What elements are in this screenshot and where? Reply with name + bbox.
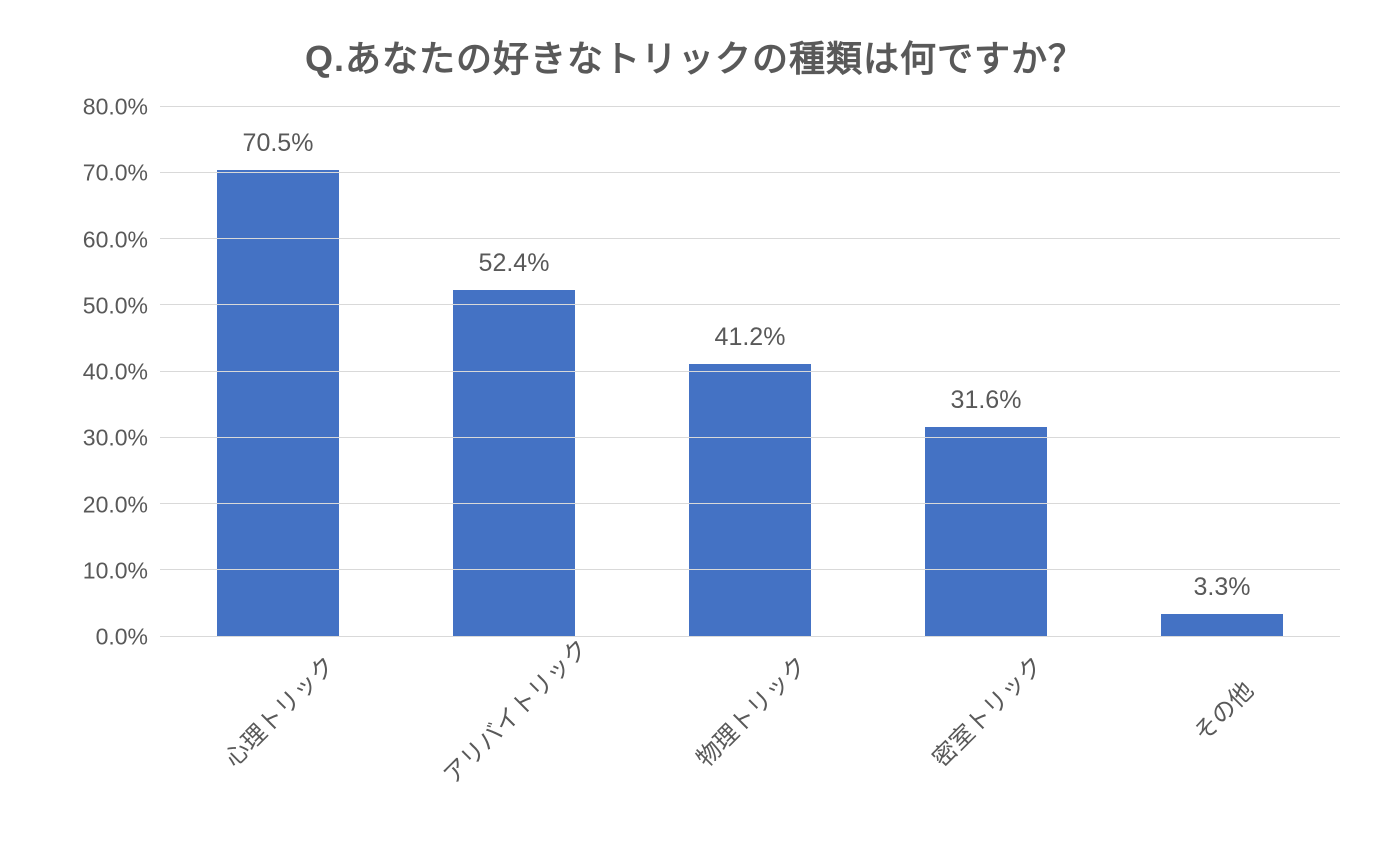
x-label-wrap: 心理トリック xyxy=(160,657,396,832)
bar-chart: Q.あなたの好きなトリックの種類は何ですか？ 0.0% 10.0% 20.0% 30.… xyxy=(50,30,1340,811)
x-axis-row: 心理トリックアリバイトリック物理トリック密室トリック その他 xyxy=(50,637,1340,832)
bar xyxy=(689,364,812,636)
x-label-wrap: アリバイトリック xyxy=(396,657,632,832)
bar xyxy=(925,427,1048,636)
chart-title: Q.あなたの好きなトリックの種類は何ですか？ xyxy=(50,30,1340,82)
y-tick-label: 10.0% xyxy=(83,557,148,584)
gridline xyxy=(160,238,1340,239)
y-tick-label: 40.0% xyxy=(83,359,148,386)
bar-value-label: 41.2% xyxy=(715,323,786,352)
bar xyxy=(1161,614,1284,636)
bars-container: 70.5% 52.4% 41.2% 31.6% 3.3% xyxy=(160,107,1340,636)
x-label-wrap: 密室トリック xyxy=(868,657,1104,832)
bar xyxy=(217,170,340,636)
plot-row: 0.0%10.0%20.0%30.0%40.0%50.0%60.0%70.0%8… xyxy=(50,107,1340,637)
bar-group: 52.4% xyxy=(396,107,632,636)
bar-group: 41.2% xyxy=(632,107,868,636)
y-tick-label: 20.0% xyxy=(83,491,148,518)
bar-group: 3.3% xyxy=(1104,107,1340,636)
x-category-label: 物理トリック xyxy=(687,647,814,774)
y-tick-label: 50.0% xyxy=(83,292,148,319)
gridline xyxy=(160,437,1340,438)
bar-value-label: 3.3% xyxy=(1194,573,1251,602)
bar-value-label: 52.4% xyxy=(479,249,550,278)
gridline xyxy=(160,503,1340,504)
y-tick-label: 80.0% xyxy=(83,94,148,121)
x-category-label: アリバイトリック xyxy=(434,630,595,791)
bar xyxy=(453,290,576,636)
chart-body: 0.0%10.0%20.0%30.0%40.0%50.0%60.0%70.0%8… xyxy=(50,107,1340,832)
gridline xyxy=(160,172,1340,173)
x-axis: 心理トリックアリバイトリック物理トリック密室トリック その他 xyxy=(160,637,1340,832)
x-axis-spacer xyxy=(50,637,160,832)
y-tick-label: 70.0% xyxy=(83,160,148,187)
x-category-label: 心理トリック xyxy=(215,647,342,774)
y-axis: 0.0%10.0%20.0%30.0%40.0%50.0%60.0%70.0%8… xyxy=(50,107,160,637)
gridline xyxy=(160,304,1340,305)
bar-value-label: 31.6% xyxy=(951,386,1022,415)
x-category-label: その他 xyxy=(1184,672,1260,748)
plot-area: 70.5% 52.4% 41.2% 31.6% 3.3% xyxy=(160,107,1340,637)
y-tick-label: 30.0% xyxy=(83,425,148,452)
bar-group: 70.5% xyxy=(160,107,396,636)
x-category-label: 密室トリック xyxy=(923,647,1050,774)
bar-value-label: 70.5% xyxy=(243,129,314,158)
x-label-wrap: その他 xyxy=(1104,657,1340,832)
gridline xyxy=(160,106,1340,107)
y-tick-label: 60.0% xyxy=(83,226,148,253)
gridline xyxy=(160,569,1340,570)
y-tick-label: 0.0% xyxy=(96,624,148,651)
bar-group: 31.6% xyxy=(868,107,1104,636)
gridline xyxy=(160,371,1340,372)
x-label-wrap: 物理トリック xyxy=(632,657,868,832)
